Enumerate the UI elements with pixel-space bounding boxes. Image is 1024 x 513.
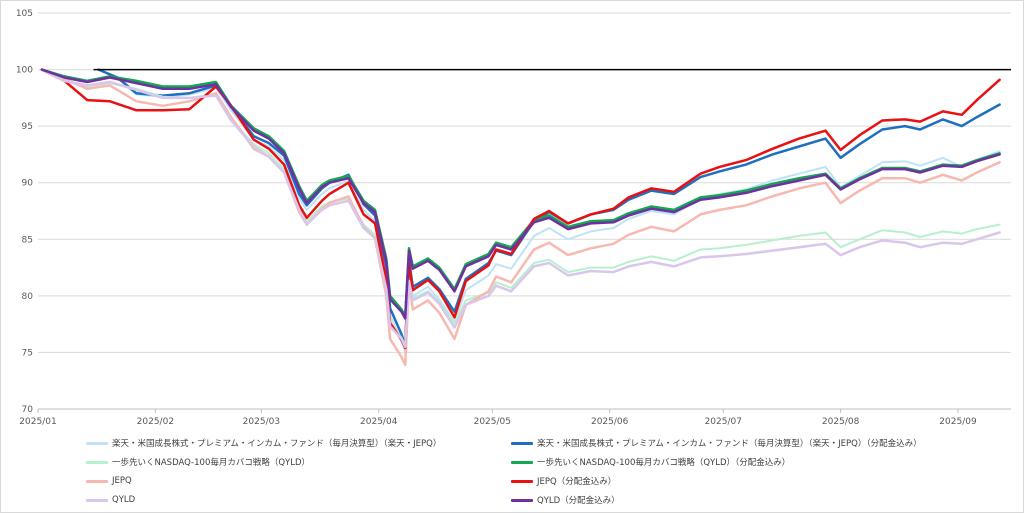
legend-swatch [86, 460, 108, 464]
legend-label: 楽天・米国成長株式・プレミアム・インカム・ファンド（毎月決算型）（楽天・JEPQ… [112, 439, 442, 449]
series-line-3 [40, 68, 1001, 347]
legend-label: JEPQ [112, 476, 132, 486]
legend-swatch [86, 479, 108, 483]
legend-swatch [86, 441, 108, 445]
x-tick-label: 2025/01 [19, 417, 56, 427]
line-chart: 70 75 80 85 90 95 100 105 2025/01 2025/02 2025/03 2… [16, 9, 1011, 427]
series-line-7 [40, 68, 1001, 349]
y-tick-label: 80 [22, 292, 34, 302]
legend-swatch [511, 479, 533, 483]
legend-item: 一歩先いくNASDAQ-100毎月カバコ戦略（QYLD） [86, 455, 310, 469]
legend: 楽天・米国成長株式・プレミアム・インカム・ファンド（毎月決算型）（楽天・JEPQ… [1, 431, 1024, 511]
legend-label: 一歩先いくNASDAQ-100毎月カバコ戦略（QYLD）（分配金込み） [537, 458, 791, 468]
legend-label: QYLD [112, 495, 136, 505]
series-line-6 [40, 68, 1001, 350]
legend-swatch [511, 460, 533, 464]
x-tick-label: 2025/07 [705, 417, 742, 427]
legend-item: JEPQ [86, 474, 132, 488]
legend-label: 一歩先いくNASDAQ-100毎月カバコ戦略（QYLD） [112, 458, 311, 468]
legend-item: QYLD [86, 493, 135, 507]
x-tick-label: 2025/04 [360, 417, 398, 427]
series-line-5 [40, 68, 1001, 367]
x-tick-label: 2025/06 [591, 417, 629, 427]
legend-item: 楽天・米国成長株式・プレミアム・インカム・ファンド（毎月決算型）（楽天・JEPQ… [86, 436, 441, 450]
legend-label: 楽天・米国成長株式・プレミアム・インカム・ファンド（毎月決算型）（楽天・JEPQ… [537, 439, 922, 449]
legend-label: JEPQ（分配金込み） [537, 477, 617, 487]
y-tick-label: 75 [22, 348, 33, 358]
y-tick-label: 90 [22, 179, 34, 189]
x-tick-label: 2025/08 [822, 417, 860, 427]
legend-label: QYLD（分配金込み） [537, 496, 620, 506]
x-tick-label: 2025/05 [474, 417, 511, 427]
legend-item: JEPQ（分配金込み） [511, 474, 616, 488]
legend-swatch [511, 441, 533, 445]
series-line-1 [97, 68, 1001, 354]
y-tick-label: 105 [16, 9, 33, 19]
x-tick-label: 2025/09 [939, 417, 977, 427]
y-tick-label: 70 [22, 405, 34, 415]
legend-item: 一歩先いくNASDAQ-100毎月カバコ戦略（QYLD）（分配金込み） [511, 455, 790, 469]
series-line-8 [40, 68, 1001, 320]
x-tick-label: 2025/03 [243, 417, 280, 427]
legend-swatch [86, 498, 108, 502]
y-tick-label: 85 [22, 235, 33, 245]
series-line-2 [97, 68, 1001, 347]
y-tick-label: 95 [22, 122, 33, 132]
x-tick-label: 2025/02 [137, 417, 174, 427]
legend-item: QYLD（分配金込み） [511, 493, 620, 507]
legend-swatch [511, 498, 533, 502]
y-tick-label: 100 [16, 66, 33, 76]
legend-item: 楽天・米国成長株式・プレミアム・インカム・ファンド（毎月決算型）（楽天・JEPQ… [511, 436, 922, 450]
